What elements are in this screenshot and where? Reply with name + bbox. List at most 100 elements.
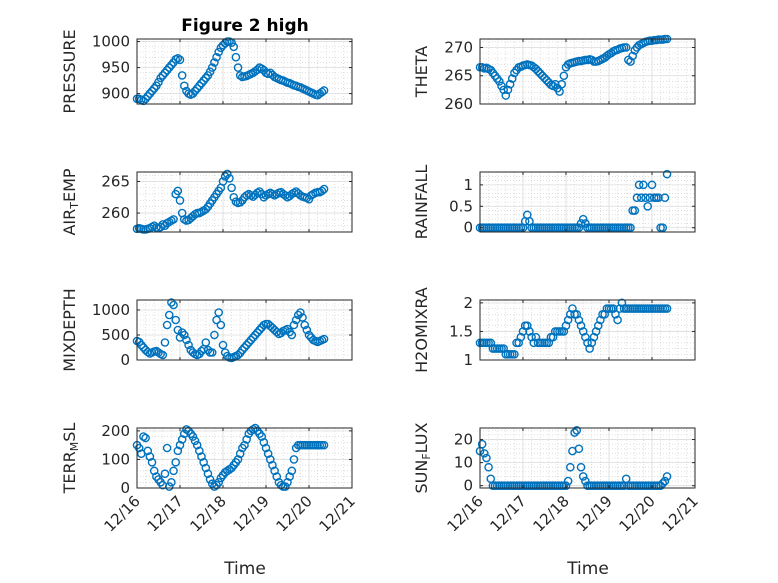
data-point (149, 466, 159, 476)
data-point (535, 69, 545, 78)
data-point (570, 428, 579, 437)
data-point (643, 201, 653, 211)
axes-box (136, 299, 353, 361)
x-tick-label: 12/21 (659, 492, 702, 535)
data-point (205, 475, 215, 484)
data-point (566, 462, 575, 472)
data-point (581, 332, 590, 342)
data-point (212, 315, 221, 325)
data-point (289, 320, 299, 330)
data-point (482, 453, 491, 463)
data-point (257, 432, 267, 441)
y-tick-label: 500 (101, 326, 130, 344)
x-tick-label: 12/18 (187, 492, 230, 535)
data-point (162, 443, 172, 453)
plot-area (480, 172, 695, 232)
data-point (300, 320, 310, 330)
data-point (501, 91, 511, 100)
data-point (319, 440, 329, 450)
data-point (214, 477, 223, 487)
y-tick-label: 100 (101, 450, 130, 468)
data-point (192, 440, 202, 450)
x-axis-label-right: Time (566, 559, 609, 579)
data-point (227, 183, 236, 193)
data-point (656, 481, 665, 490)
data-point (147, 457, 157, 467)
data-point (182, 335, 191, 345)
data-point (145, 89, 155, 98)
data-point (281, 482, 290, 491)
data-point (160, 469, 170, 479)
data-point (154, 77, 163, 87)
data-point (259, 437, 269, 447)
data-point (167, 60, 176, 70)
y-tick-label: 265 (101, 172, 130, 190)
data-point (591, 327, 601, 336)
data-point (319, 184, 329, 194)
data-point (287, 330, 297, 340)
subplot-5: 0 500 1000 MIXDEPTH (60, 288, 353, 372)
data-point (233, 63, 243, 72)
data-point (179, 81, 189, 91)
data-point (207, 348, 217, 357)
y-tick-label: 260 (444, 95, 473, 113)
y-tick-label: 2 (463, 294, 473, 312)
data-point (602, 51, 612, 61)
data-point (572, 426, 582, 435)
data-point (134, 443, 144, 453)
data-point (162, 65, 172, 75)
data-point (242, 340, 251, 350)
data-point (486, 338, 496, 348)
data-point (523, 321, 532, 331)
data-point (175, 196, 185, 205)
data-point (538, 71, 547, 81)
data-point (149, 84, 159, 93)
data-point (609, 304, 618, 313)
data-point (287, 466, 297, 476)
data-point (639, 180, 648, 190)
y-tick-label: 0.5 (449, 197, 473, 215)
data-point (510, 349, 519, 359)
data-point (235, 449, 245, 459)
data-point (561, 321, 571, 331)
data-point (578, 327, 588, 336)
data-point (317, 186, 327, 196)
y-tick-label: 270 (444, 38, 473, 56)
data-point (229, 42, 239, 52)
data-point (548, 81, 558, 91)
data-point (214, 47, 223, 57)
data-point (156, 73, 165, 83)
data-point (576, 462, 586, 472)
data-point (658, 223, 668, 233)
data-point (574, 223, 584, 233)
data-point (283, 477, 292, 487)
data-point (319, 334, 329, 344)
axes-box (136, 427, 353, 489)
data-point (203, 345, 213, 355)
data-point (195, 81, 204, 91)
data-point (533, 66, 543, 76)
axes-box (136, 171, 353, 233)
data-point (205, 67, 215, 77)
data-point (199, 76, 208, 85)
data-point (596, 315, 605, 325)
y-tick-label: 0 (463, 219, 473, 237)
plot-area (480, 39, 695, 104)
data-point (630, 206, 640, 215)
data-point (621, 43, 631, 52)
data-point (220, 172, 230, 181)
subplot-3: 260 265 AIRTEMP (60, 168, 353, 236)
y-axis-label: SUNFLUX (412, 422, 433, 493)
x-tick-label: 12/17 (144, 492, 187, 535)
data-point (660, 193, 670, 203)
x-tick-label: 12/21 (316, 492, 359, 535)
data-point (242, 435, 251, 444)
data-point (613, 315, 622, 325)
data-point (261, 443, 271, 453)
data-point (285, 472, 294, 481)
data-point (173, 186, 183, 196)
data-point (563, 476, 573, 486)
data-point (531, 64, 541, 74)
